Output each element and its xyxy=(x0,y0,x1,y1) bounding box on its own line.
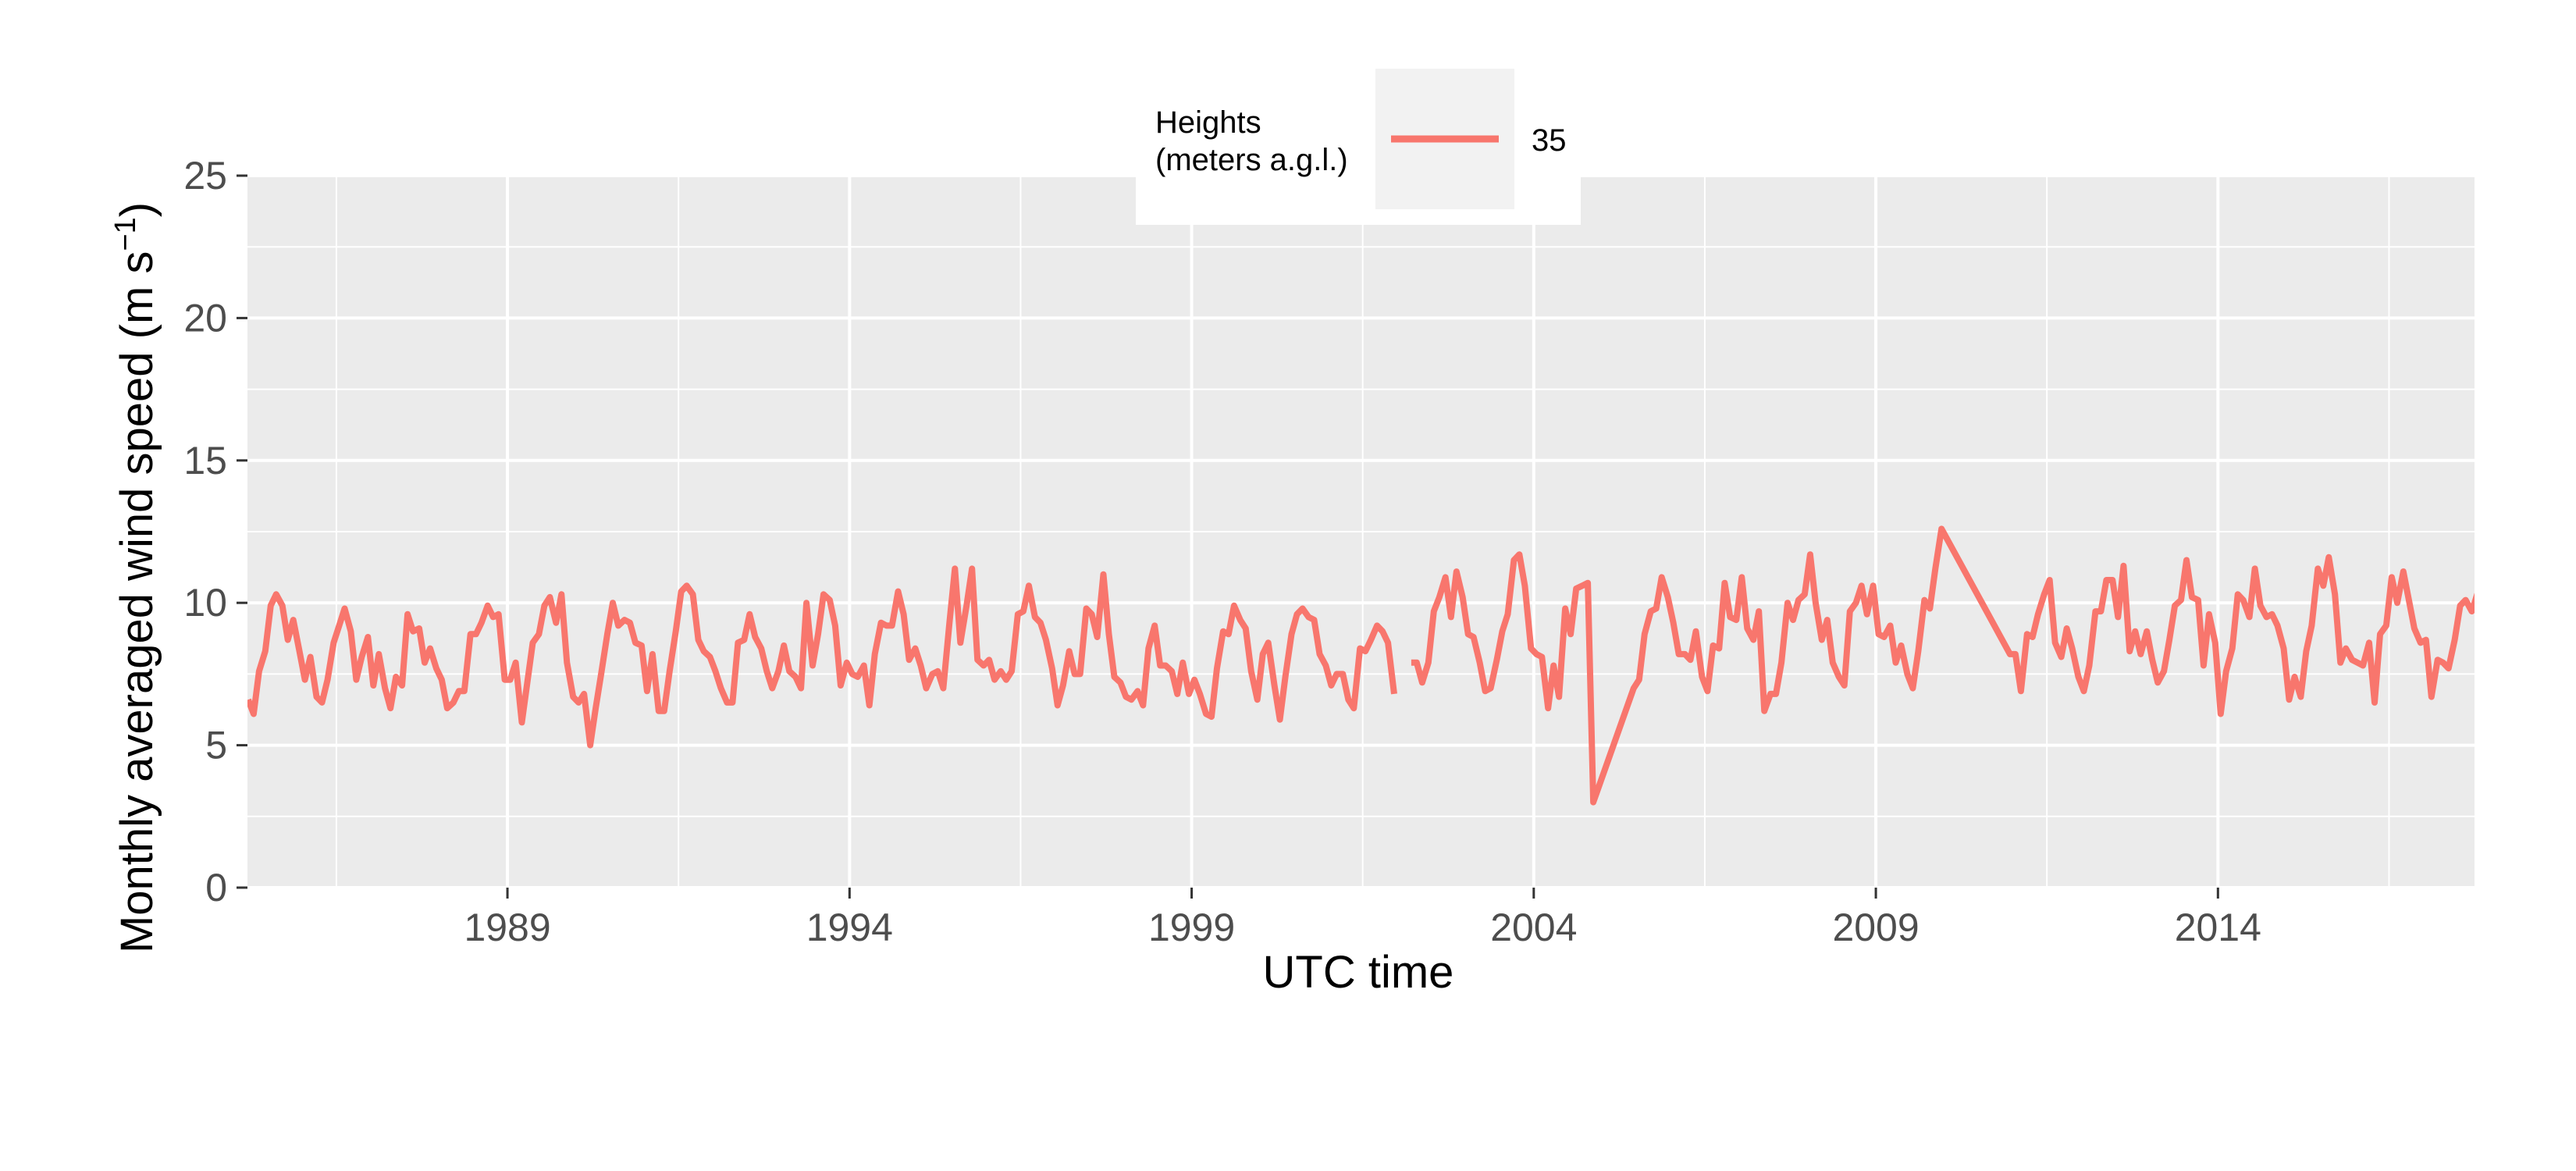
x-tick-label: 1999 xyxy=(1148,906,1235,949)
y-tick-label: 0 xyxy=(205,866,227,909)
y-tick-label: 20 xyxy=(183,296,227,340)
major-gridlines xyxy=(247,174,2475,889)
series-line-segment xyxy=(247,565,1397,749)
y-axis-title: Monthly averaged wind speed (m s−1) xyxy=(109,202,162,953)
y-tick-label: 10 xyxy=(183,581,227,625)
x-tick-label: 1994 xyxy=(806,906,893,949)
y-axis-title-superscript: −1 xyxy=(109,217,142,251)
y-axis-title-close: ) xyxy=(112,202,162,217)
x-tick-label: 2004 xyxy=(1490,906,1577,949)
legend: Heights (meters a.g.l.) 35 xyxy=(1136,69,1581,225)
series-line-segment xyxy=(1411,525,2475,806)
y-axis: 0 5 10 15 20 25 xyxy=(183,154,247,909)
y-tick-label: 25 xyxy=(183,154,227,198)
legend-title-line2: (meters a.g.l.) xyxy=(1155,143,1348,177)
x-tick-label: 2009 xyxy=(1832,906,1919,949)
legend-title-line1: Heights xyxy=(1155,105,1261,140)
series-layer xyxy=(247,525,2475,806)
legend-entry-label: 35 xyxy=(1532,123,1567,158)
x-tick-label: 2014 xyxy=(2175,906,2261,949)
x-tick-label: 1989 xyxy=(464,906,550,949)
minor-gridlines xyxy=(247,176,2475,888)
y-tick-label: 5 xyxy=(205,724,227,767)
x-axis: 1989 1994 1999 2004 2009 2014 xyxy=(464,888,2261,949)
y-tick-label: 15 xyxy=(183,439,227,482)
y-axis-title-main: Monthly averaged wind speed (m s xyxy=(112,251,162,953)
x-axis-title: UTC time xyxy=(1263,947,1454,998)
